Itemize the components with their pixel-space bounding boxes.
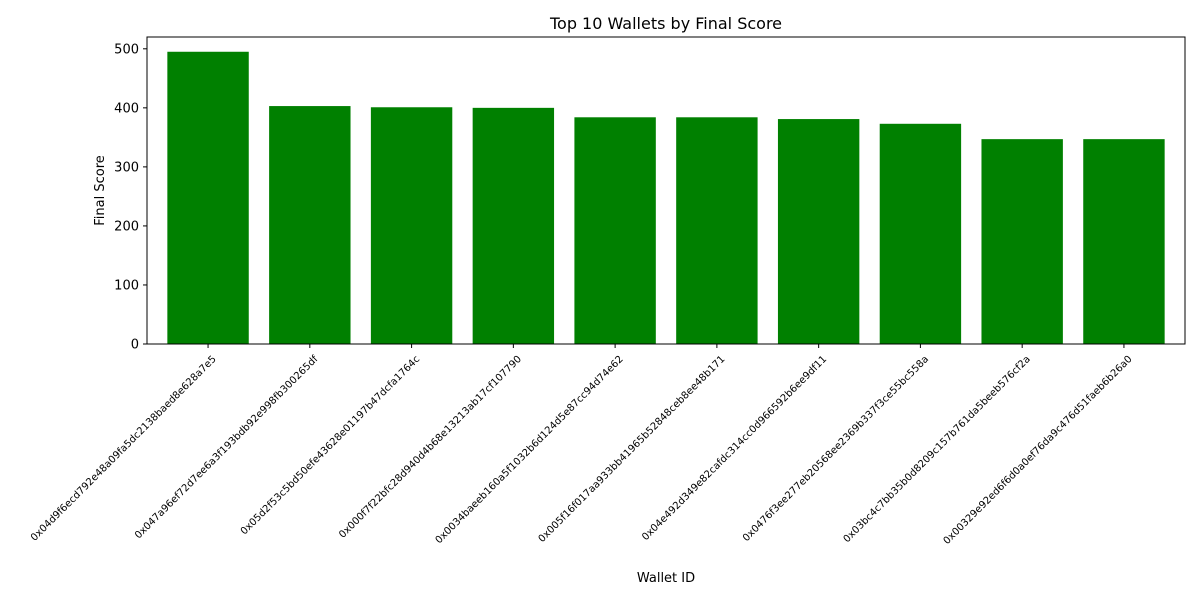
x-tick-label: 0x005f16f017aa933bb41965b52848ceb8ee48b1… (537, 354, 728, 545)
bars-group (167, 51, 1165, 344)
x-tick-label: 0x04d9f6ecd792e48a09fa5dc2138baed8e628a7… (29, 354, 219, 544)
x-tick-label: 0x0034baeeb160a5f1032b6d124d5e87cc94d74e… (434, 354, 626, 546)
x-tick-label: 0x047a96ef72d7ee6a3f193bdb92e998fb300265… (133, 354, 321, 542)
x-tick-label: 0x04e492d349e82cafdc314cc0d966592b6ee9df… (640, 354, 829, 543)
bar (981, 139, 1063, 344)
bar (167, 51, 249, 344)
y-axis-label: Final Score (93, 155, 108, 226)
y-tick-label: 500 (114, 42, 139, 57)
y-tick-label: 300 (114, 160, 139, 175)
x-axis: 0x04d9f6ecd792e48a09fa5dc2138baed8e628a7… (29, 344, 1135, 547)
y-axis: 0 100 200 300 400 500 (114, 42, 147, 353)
plot-area-frame (146, 36, 1186, 345)
bar (879, 123, 962, 344)
bar (269, 106, 351, 344)
bar (574, 117, 656, 344)
bar (1083, 139, 1165, 344)
x-tick-label: 0x000f7f22bfc28d940d4b68e13213ab17cf1077… (337, 354, 524, 541)
y-tick-label: 100 (114, 278, 139, 293)
x-tick-label: 0x00329e92ed6f6d0a0ef76da9c476d51faeb6b2… (942, 354, 1135, 547)
y-tick-label: 200 (114, 219, 139, 234)
x-tick-label: 0x05d2f53c5bd50efe43628e01197b47dcfa1764… (239, 354, 422, 537)
x-axis-label: Wallet ID (637, 571, 695, 586)
chart-title: Top 10 Wallets by Final Score (549, 14, 782, 33)
y-tick-label: 400 (114, 101, 139, 116)
bar (472, 107, 555, 344)
bar (676, 117, 758, 344)
bar (777, 119, 860, 344)
x-tick-label: 0x03bc4c7bb35b0d8209c157b761da5beeb576cf… (842, 354, 1033, 545)
y-tick-label: 0 (131, 338, 139, 353)
bar (370, 107, 453, 344)
x-tick-label: 0x0476f3ee277eb20568ee2369b337f3ce55bc55… (741, 354, 931, 544)
